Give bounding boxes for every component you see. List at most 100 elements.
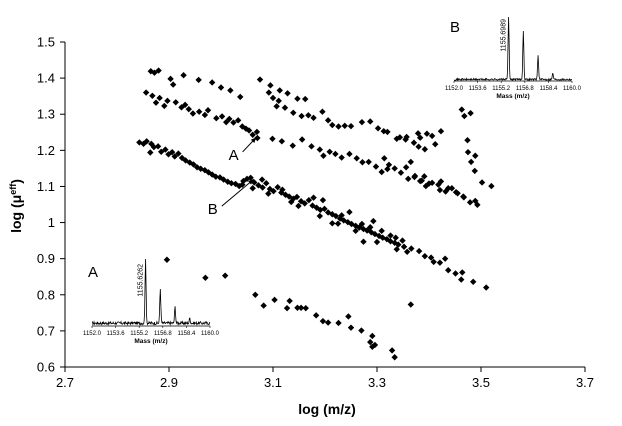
data-point xyxy=(335,123,342,130)
y-tick-label: 1 xyxy=(48,215,55,230)
data-point xyxy=(461,112,468,120)
data-point xyxy=(467,158,475,166)
y-tick-label: 1.4 xyxy=(37,71,55,86)
data-point xyxy=(384,165,391,173)
data-point xyxy=(421,252,429,260)
data-point xyxy=(347,122,355,130)
data-point xyxy=(265,89,273,96)
data-point xyxy=(302,304,309,312)
data-point xyxy=(359,159,366,166)
data-point xyxy=(297,198,305,205)
data-point xyxy=(312,312,320,319)
data-point xyxy=(335,319,342,327)
x-axis: 2.7 2.9 3.1 3.3 3.5 3.7 xyxy=(56,367,594,390)
data-point xyxy=(267,82,274,89)
data-point xyxy=(346,150,353,158)
data-point xyxy=(143,138,150,145)
data-point xyxy=(168,148,176,156)
spectrum-trace xyxy=(453,16,573,82)
data-point xyxy=(189,110,197,117)
data-point xyxy=(387,232,394,239)
inset-tick-label: 1155.2 xyxy=(130,331,149,337)
data-point xyxy=(421,146,429,153)
y-axis: 0.6 0.7 0.8 0.9 1 1.1 1.2 1.3 1.4 1.5 xyxy=(37,35,65,375)
data-point xyxy=(435,181,442,188)
data-point xyxy=(224,178,231,185)
data-point xyxy=(466,199,474,206)
data-point xyxy=(263,179,270,187)
data-point xyxy=(403,248,411,256)
data-point xyxy=(320,152,327,159)
data-point xyxy=(418,177,425,184)
data-point xyxy=(385,161,393,168)
data-point xyxy=(247,174,254,181)
inset-tick-label: 1158.4 xyxy=(177,331,196,337)
data-point xyxy=(391,165,398,172)
inset-tick-label: 1153.6 xyxy=(469,86,488,92)
y-tick-label: 0.6 xyxy=(37,360,55,375)
data-point xyxy=(416,134,424,141)
data-point xyxy=(180,72,187,79)
data-point xyxy=(245,127,253,134)
data-point xyxy=(334,220,342,227)
data-point xyxy=(464,148,472,156)
y-axis-title: log (μeff) xyxy=(8,179,24,233)
data-point xyxy=(472,197,479,205)
data-points xyxy=(136,67,495,361)
data-point xyxy=(201,111,209,119)
data-point xyxy=(332,150,339,158)
data-point xyxy=(410,139,418,146)
inset-tick-label: 1156.8 xyxy=(154,331,173,337)
data-point xyxy=(279,186,286,193)
data-point xyxy=(243,175,251,183)
annotation-arrow xyxy=(221,178,255,207)
data-point xyxy=(329,211,336,218)
data-point xyxy=(249,131,256,139)
data-point xyxy=(208,79,216,86)
data-point xyxy=(432,140,439,148)
inset-x-title: Mass (m/z) xyxy=(496,93,529,100)
data-point xyxy=(411,172,419,180)
data-point xyxy=(369,332,376,340)
data-point xyxy=(324,319,332,326)
data-point xyxy=(338,154,345,161)
data-point xyxy=(212,173,219,180)
data-point xyxy=(464,137,471,144)
data-point xyxy=(321,205,328,213)
data-point xyxy=(405,175,412,183)
data-point xyxy=(284,90,291,97)
data-point xyxy=(407,301,414,308)
data-point xyxy=(324,117,332,124)
data-point xyxy=(358,220,366,228)
data-point xyxy=(428,132,436,140)
inset-tick-label: 1152.0 xyxy=(445,86,464,92)
data-point xyxy=(213,114,220,122)
data-point xyxy=(301,200,308,207)
data-point xyxy=(227,87,234,94)
inset-tick-label: 1155.2 xyxy=(492,86,511,92)
data-point xyxy=(396,134,404,141)
data-point xyxy=(378,168,385,176)
data-point xyxy=(445,267,452,274)
data-point xyxy=(305,196,313,204)
data-point xyxy=(421,173,428,180)
data-point xyxy=(305,112,312,119)
data-point xyxy=(169,81,177,88)
y-tick-label: 0.8 xyxy=(37,287,55,302)
y-tick-label: 1.3 xyxy=(37,107,55,122)
data-point xyxy=(298,112,305,120)
data-point xyxy=(265,190,272,197)
data-point xyxy=(378,227,385,235)
data-point xyxy=(363,227,371,234)
data-point xyxy=(152,99,160,106)
data-point xyxy=(271,296,278,304)
data-point xyxy=(185,105,192,113)
data-point xyxy=(381,155,388,162)
data-point xyxy=(281,104,289,111)
annotation-arrowhead xyxy=(248,179,254,185)
inset-x-title: Mass (m/z) xyxy=(134,338,167,345)
data-point xyxy=(147,149,154,156)
data-point xyxy=(365,158,372,166)
data-point xyxy=(373,238,381,246)
